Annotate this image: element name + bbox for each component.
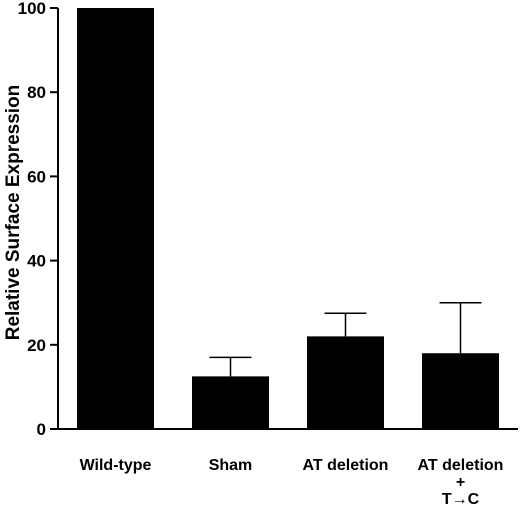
y-axis-label: Relative Surface Expression xyxy=(3,85,24,341)
x-tick-label: + xyxy=(456,474,465,491)
y-tick-label: 60 xyxy=(27,167,46,186)
x-tick-label: T→C xyxy=(442,491,480,508)
x-tick-label: Wild-type xyxy=(80,457,152,474)
plot-area: 0 20 40 60 80 100 Wild-type Sham AT deletion AT d… xyxy=(18,0,518,508)
y-tick-label: 80 xyxy=(27,83,46,102)
y-axis-label-group: Relative Surface Expression xyxy=(3,85,24,341)
bar xyxy=(307,336,384,429)
y-tick-label: 100 xyxy=(18,0,46,18)
bar xyxy=(422,353,499,429)
bar xyxy=(77,8,154,429)
bar xyxy=(192,376,269,429)
x-tick-label: AT deletion xyxy=(418,457,504,474)
x-tick-label: AT deletion xyxy=(303,457,389,474)
x-tick-label: Sham xyxy=(209,457,253,474)
y-tick-label: 40 xyxy=(27,252,46,271)
y-tick-label: 20 xyxy=(27,336,46,355)
y-tick-label: 0 xyxy=(37,420,46,439)
